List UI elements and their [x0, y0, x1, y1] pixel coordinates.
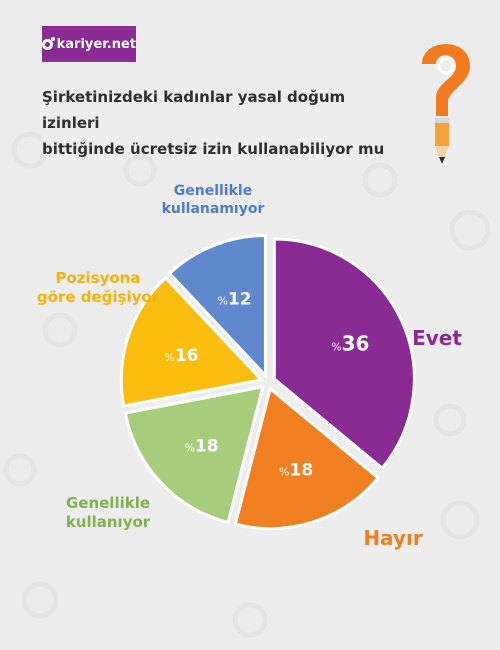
logo-text: kariyer.net [56, 36, 136, 52]
slice-value-prefix: % [217, 294, 227, 307]
logo-icon [42, 36, 55, 50]
slice-category-label-line: Hayır [363, 526, 423, 550]
slice-value-prefix: % [331, 340, 341, 353]
question-mark-pencil-icon [422, 44, 470, 164]
slice-category-label-3: Pozisyona göre değişiyor [37, 269, 160, 306]
slice-category-label-line: kullanıyor [66, 513, 151, 531]
slice-category-label-4: Genellikle kullanamıyor [162, 183, 265, 217]
slice-category-label-line: kullanamıyor [162, 201, 265, 217]
slice-value-number: 18 [290, 461, 314, 481]
slice-value-prefix: % [185, 441, 195, 454]
slice-category-label-line: göre değişiyor [37, 288, 160, 306]
pie-slices [119, 233, 416, 531]
slice-value-label-0: %36 [331, 331, 369, 355]
slice-category-label-line: Genellikle [66, 494, 150, 512]
slice-value-prefix: % [279, 466, 289, 479]
pie-slice-4 [167, 233, 267, 380]
slice-value-number: 12 [228, 289, 252, 309]
slice-category-label-line: Evet [412, 326, 462, 350]
slice-value-number: 16 [175, 346, 199, 366]
page-title: Şirketinizdeki kadınlar yasal doğum izin… [42, 84, 402, 162]
title-line-1: Şirketinizdeki kadınlar yasal doğum izin… [42, 88, 346, 132]
pie-slice-1 [233, 385, 381, 531]
slice-value-label-4: %12 [217, 289, 251, 309]
pie-slice-0 [272, 237, 416, 471]
slice-value-label-2: %18 [185, 436, 219, 456]
slice-category-label-1: Hayır [363, 526, 423, 550]
slice-category-label-2: Genellikle kullanıyor [66, 494, 151, 531]
slice-category-label-line: Pozisyona [56, 269, 141, 287]
kariyer-logo: kariyer.net [42, 26, 136, 62]
slice-value-number: 36 [342, 331, 370, 355]
pie-slice-2 [123, 384, 265, 525]
pie-slice-3 [119, 275, 265, 408]
slice-category-label-line: Genellikle [174, 183, 252, 199]
title-line-2: bittiğinde ücretsiz izin kullanabiliyor … [42, 140, 385, 158]
slice-value-number: 18 [195, 436, 219, 456]
slice-category-label-0: Evet [412, 326, 462, 350]
slice-value-prefix: % [164, 351, 174, 364]
slice-value-label-1: %18 [279, 461, 313, 481]
slice-value-label-3: %16 [164, 346, 198, 366]
